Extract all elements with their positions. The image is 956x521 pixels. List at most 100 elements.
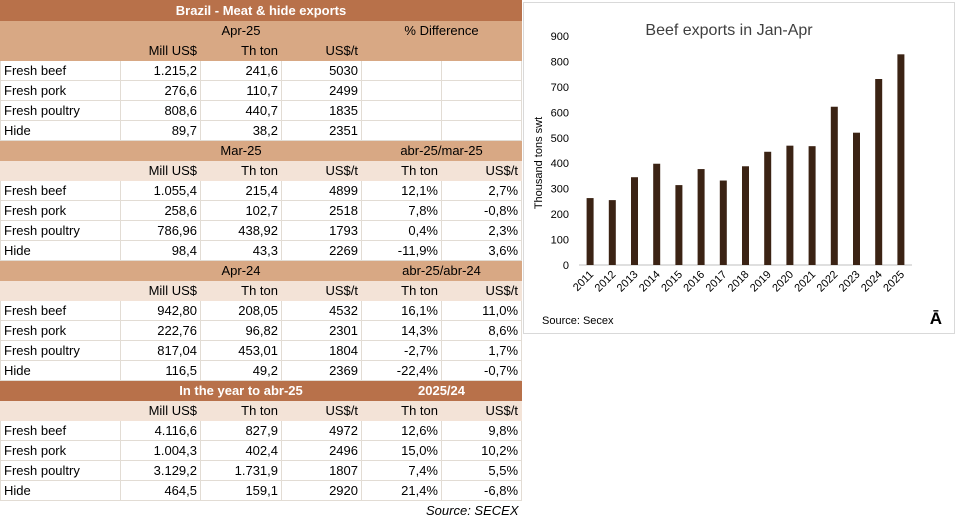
x-tick-label: 2023 — [837, 269, 863, 295]
bar-2015 — [675, 185, 683, 265]
column-header-row: Mill US$ Th ton US$/t Th ton US$/t — [0, 160, 523, 181]
usd-per-ton-value: 2496 — [281, 440, 362, 461]
pct-usd-per-ton-change: 5,5% — [440, 460, 523, 481]
product-name: Fresh pork — [0, 440, 121, 461]
usd-per-ton-value: 4972 — [281, 420, 362, 441]
column-header: Th ton — [361, 280, 442, 301]
blank-cell — [440, 120, 523, 141]
y-tick-label: 400 — [551, 158, 569, 170]
mill-usd-value: 98,4 — [120, 240, 201, 261]
pct-usd-per-ton-change: -0,8% — [440, 200, 523, 221]
product-name: Fresh beef — [0, 180, 121, 201]
table-title: Brazil - Meat & hide exports — [0, 0, 523, 21]
section-header-row: Apr-25% Difference — [0, 20, 523, 41]
column-header-row: Mill US$ Th ton US$/t Th ton US$/t — [0, 280, 523, 301]
th-ton-value: 827,9 — [200, 420, 282, 441]
bar-2023 — [853, 132, 860, 265]
x-tick-label: 2020 — [770, 269, 796, 295]
table-row: Fresh poultry 786,96 438,92 1793 0,4% 2,3% — [0, 220, 523, 241]
x-tick-label: 2024 — [859, 269, 885, 295]
pct-th-ton-change: -2,7% — [361, 340, 442, 361]
th-ton-value: 159,1 — [200, 480, 282, 501]
th-ton-value: 1.731,9 — [200, 460, 282, 481]
pct-usd-per-ton-change: 8,6% — [440, 320, 523, 341]
bar-2022 — [830, 106, 838, 265]
pct-th-ton-change: 21,4% — [361, 480, 442, 501]
mill-usd-value: 89,7 — [120, 120, 201, 141]
x-tick-label: 2017 — [704, 269, 730, 295]
product-name: Fresh poultry — [0, 340, 121, 361]
pct-usd-per-ton-change: -6,8% — [440, 480, 523, 501]
th-ton-value: 208,05 — [200, 300, 282, 321]
chart-canvas: Beef exports in Jan-Apr Thousand tons sw… — [533, 22, 912, 295]
bar-2012 — [608, 200, 616, 265]
x-tick-label: 2025 — [881, 269, 907, 295]
pct-th-ton-change: -11,9% — [361, 240, 442, 261]
column-header: Mill US$ — [120, 280, 201, 301]
th-ton-value: 440,7 — [200, 100, 282, 121]
bar-2019 — [764, 151, 772, 265]
blank-cell — [361, 40, 442, 61]
table-row: Fresh beef 1.215,2 241,6 5030 — [0, 60, 523, 81]
mill-usd-value: 258,6 — [120, 200, 201, 221]
th-ton-value: 402,4 — [200, 440, 282, 461]
source-row: Source: SECEX — [0, 500, 522, 520]
column-header-row: Mill US$ Th ton US$/t Th ton US$/t — [0, 400, 523, 421]
y-tick-label: 800 — [551, 56, 569, 68]
bar-2014 — [653, 163, 661, 265]
bar-2025 — [897, 54, 905, 265]
th-ton-value: 38,2 — [200, 120, 282, 141]
usd-per-ton-value: 5030 — [281, 60, 362, 81]
x-tick-label: 2018 — [726, 269, 752, 295]
usd-per-ton-value: 4899 — [281, 180, 362, 201]
usd-per-ton-value: 2351 — [281, 120, 362, 141]
blank-cell — [0, 260, 121, 281]
usd-per-ton-value: 2920 — [281, 480, 362, 501]
section-header-row: Mar-25 abr-25/mar-25 — [0, 140, 523, 161]
usd-per-ton-value: 4532 — [281, 300, 362, 321]
mill-usd-value: 116,5 — [120, 360, 201, 381]
mill-usd-value: 464,5 — [120, 480, 201, 501]
blank-cell — [361, 80, 442, 101]
column-header: Th ton — [200, 280, 282, 301]
mill-usd-value: 942,80 — [120, 300, 201, 321]
x-tick-label: 2012 — [593, 269, 619, 295]
product-name: Fresh pork — [0, 320, 121, 341]
table-row: Fresh beef 1.055,4 215,4 4899 12,1% 2,7% — [0, 180, 523, 201]
section-header-row: In the year to abr-25 2025/24 — [0, 380, 523, 401]
table-title-row: Brazil - Meat & hide exports — [0, 0, 523, 21]
th-ton-value: 453,01 — [200, 340, 282, 361]
blank-cell — [0, 400, 121, 421]
usd-per-ton-value: 1793 — [281, 220, 362, 241]
pct-th-ton-change: 12,6% — [361, 420, 442, 441]
section-period: In the year to abr-25 — [120, 380, 362, 401]
pct-th-ton-change: 15,0% — [361, 440, 442, 461]
mill-usd-value: 1.055,4 — [120, 180, 201, 201]
pct-th-ton-change: 12,1% — [361, 180, 442, 201]
bar-2024 — [875, 79, 883, 265]
product-name: Fresh beef — [0, 300, 121, 321]
column-header: Mill US$ — [120, 400, 201, 421]
product-name: Fresh poultry — [0, 460, 121, 481]
y-tick-label: 700 — [551, 82, 569, 94]
table-row: Fresh pork 276,6 110,7 2499 — [0, 80, 523, 101]
table-source: Source: SECEX — [0, 500, 522, 520]
mill-usd-value: 276,6 — [120, 80, 201, 101]
column-header: Th ton — [361, 160, 442, 181]
column-header: Th ton — [200, 160, 282, 181]
mill-usd-value: 222,76 — [120, 320, 201, 341]
product-name: Hide — [0, 360, 121, 381]
chart-title: Beef exports in Jan-Apr — [645, 22, 813, 39]
mill-usd-value: 3.129,2 — [120, 460, 201, 481]
bar-2013 — [631, 177, 638, 265]
bar-2016 — [697, 169, 705, 265]
th-ton-value: 241,6 — [200, 60, 282, 81]
pct-usd-per-ton-change: 10,2% — [440, 440, 523, 461]
column-header: Th ton — [200, 40, 282, 61]
column-header: US$/t — [281, 280, 362, 301]
bar-2017 — [719, 180, 727, 265]
brand-logo: Ā — [929, 309, 942, 328]
blank-cell — [440, 60, 523, 81]
blank-cell — [440, 80, 523, 101]
product-name: Fresh pork — [0, 80, 121, 101]
